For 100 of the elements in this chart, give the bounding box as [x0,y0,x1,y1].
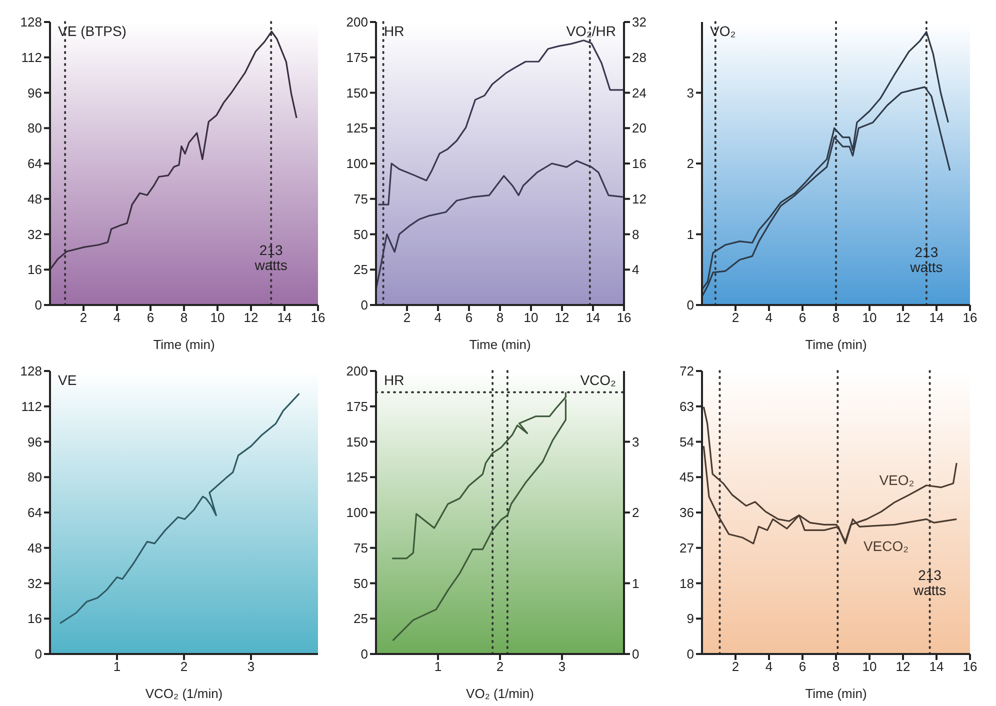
y2-tick-label: 28 [632,50,646,65]
y2-tick-label: 1 [632,576,640,591]
y-axis-title: VE [58,372,77,388]
y2-tick-label: 3 [632,434,640,450]
x-tick-label: 14 [929,310,944,326]
y-tick-label: 0 [686,298,694,313]
y-tick-label: 25 [354,262,368,278]
y-tick-label: 48 [28,191,42,206]
y-tick-label: 50 [354,226,368,242]
y2-tick-label: 24 [632,85,646,100]
x-tick-label: 2 [403,310,411,326]
y-axis-title: VO₂ [710,23,736,39]
x-tick-label: 8 [180,310,188,326]
y-tick-label: 175 [346,398,368,414]
y2-tick-label: 8 [632,226,640,242]
y-tick-label: 64 [28,505,42,520]
x-axis-title: Time (min) [469,337,531,352]
y-tick-label: 32 [28,576,42,591]
y-tick-label: 75 [354,191,368,206]
y-tick-label: 0 [686,646,694,662]
y-tick-label: 125 [346,120,368,136]
x-tick-label: 16 [616,310,632,326]
y-tick-label: 80 [28,120,42,136]
x-tick-label: 2 [496,659,504,674]
x-tick-label: 2 [732,310,740,326]
x-tick-label: 14 [586,310,600,326]
y-tick-label: 63 [680,398,694,414]
y-tick-label: 45 [680,470,694,485]
x-tick-label: 16 [962,659,978,674]
x-axis-title: Time (min) [805,686,867,701]
y2-tick-label: 32 [632,14,646,30]
y-tick-label: 100 [346,505,368,520]
x-tick-label: 4 [434,310,442,326]
x-tick-label: 8 [832,310,840,326]
annotation: 213 watts [909,244,944,275]
y2-tick-label: 4 [632,262,640,278]
x-tick-label: 1 [434,659,442,674]
y-tick-label: 128 [20,364,42,379]
y-tick-label: 0 [34,298,42,313]
y-tick-label: 36 [680,505,694,520]
y-tick-label: 150 [346,85,368,100]
y2-tick-label: 12 [632,191,646,206]
y2-tick-label: 0 [632,646,640,662]
x-tick-label: 10 [862,310,877,326]
y-tick-label: 32 [28,226,42,242]
x-tick-label: 12 [244,310,258,326]
x-tick-label: 4 [113,310,121,326]
y-tick-label: 16 [28,262,42,278]
y-tick-label: 16 [28,611,42,626]
x-tick-label: 2 [80,310,88,326]
y-tick-label: 72 [680,364,694,379]
x-tick-label: 3 [558,659,566,674]
x-tick-label: 16 [962,310,978,326]
series-label: VEO₂ [879,472,914,488]
y-tick-label: 125 [346,470,368,485]
y-axis-title: HR [384,372,404,388]
x-tick-label: 10 [862,659,877,674]
x-tick-label: 3 [247,659,255,674]
x-tick-label: 12 [554,310,570,326]
y-tick-label: 75 [354,540,368,556]
y-tick-label: 54 [680,434,694,450]
y-tick-label: 50 [354,576,368,591]
x-tick-label: 12 [896,310,910,326]
x-axis-title: VCO₂ (1/min) [145,686,223,701]
y-tick-label: 128 [20,14,42,30]
x-tick-label: 10 [524,310,538,326]
y-tick-label: 150 [346,434,368,450]
y-tick-label: 0 [360,646,368,662]
y-tick-label: 80 [28,470,42,485]
y-tick-label: 96 [28,434,42,450]
y-tick-label: 1 [686,226,694,242]
x-tick-label: 4 [765,659,773,674]
annotation: 213 watts [912,566,948,598]
y-tick-label: 0 [34,646,42,662]
x-tick-label: 6 [146,310,154,326]
y-tick-label: 100 [346,156,368,172]
x-tick-label: 10 [210,310,225,326]
y-tick-label: 3 [686,85,694,100]
x-axis-title: VO₂ (1/min) [466,686,534,701]
y-tick-label: 175 [346,50,368,65]
y-axis-title: VE (BTPS) [58,23,126,39]
x-tick-label: 14 [277,310,292,326]
x-tick-label: 6 [798,310,806,326]
y2-tick-label: 16 [632,156,646,172]
x-tick-label: 1 [113,659,121,674]
x-tick-label: 8 [832,659,840,674]
x-tick-label: 12 [896,659,910,674]
annotation: 213 watts [254,242,288,274]
y-tick-label: 200 [346,14,368,30]
y-tick-label: 27 [680,540,694,556]
y2-tick-label: 20 [632,120,646,136]
y-tick-label: 200 [346,364,368,379]
y-tick-label: 18 [680,576,694,591]
x-tick-label: 16 [310,310,326,326]
y2-axis-title: VCO₂ [580,372,616,388]
x-axis-title: Time (min) [805,337,867,352]
y-tick-label: 112 [21,50,42,65]
y-tick-label: 64 [28,156,42,172]
y2-axis-title: VO₂/HR [566,23,616,39]
y2-tick-label: 2 [632,505,640,520]
